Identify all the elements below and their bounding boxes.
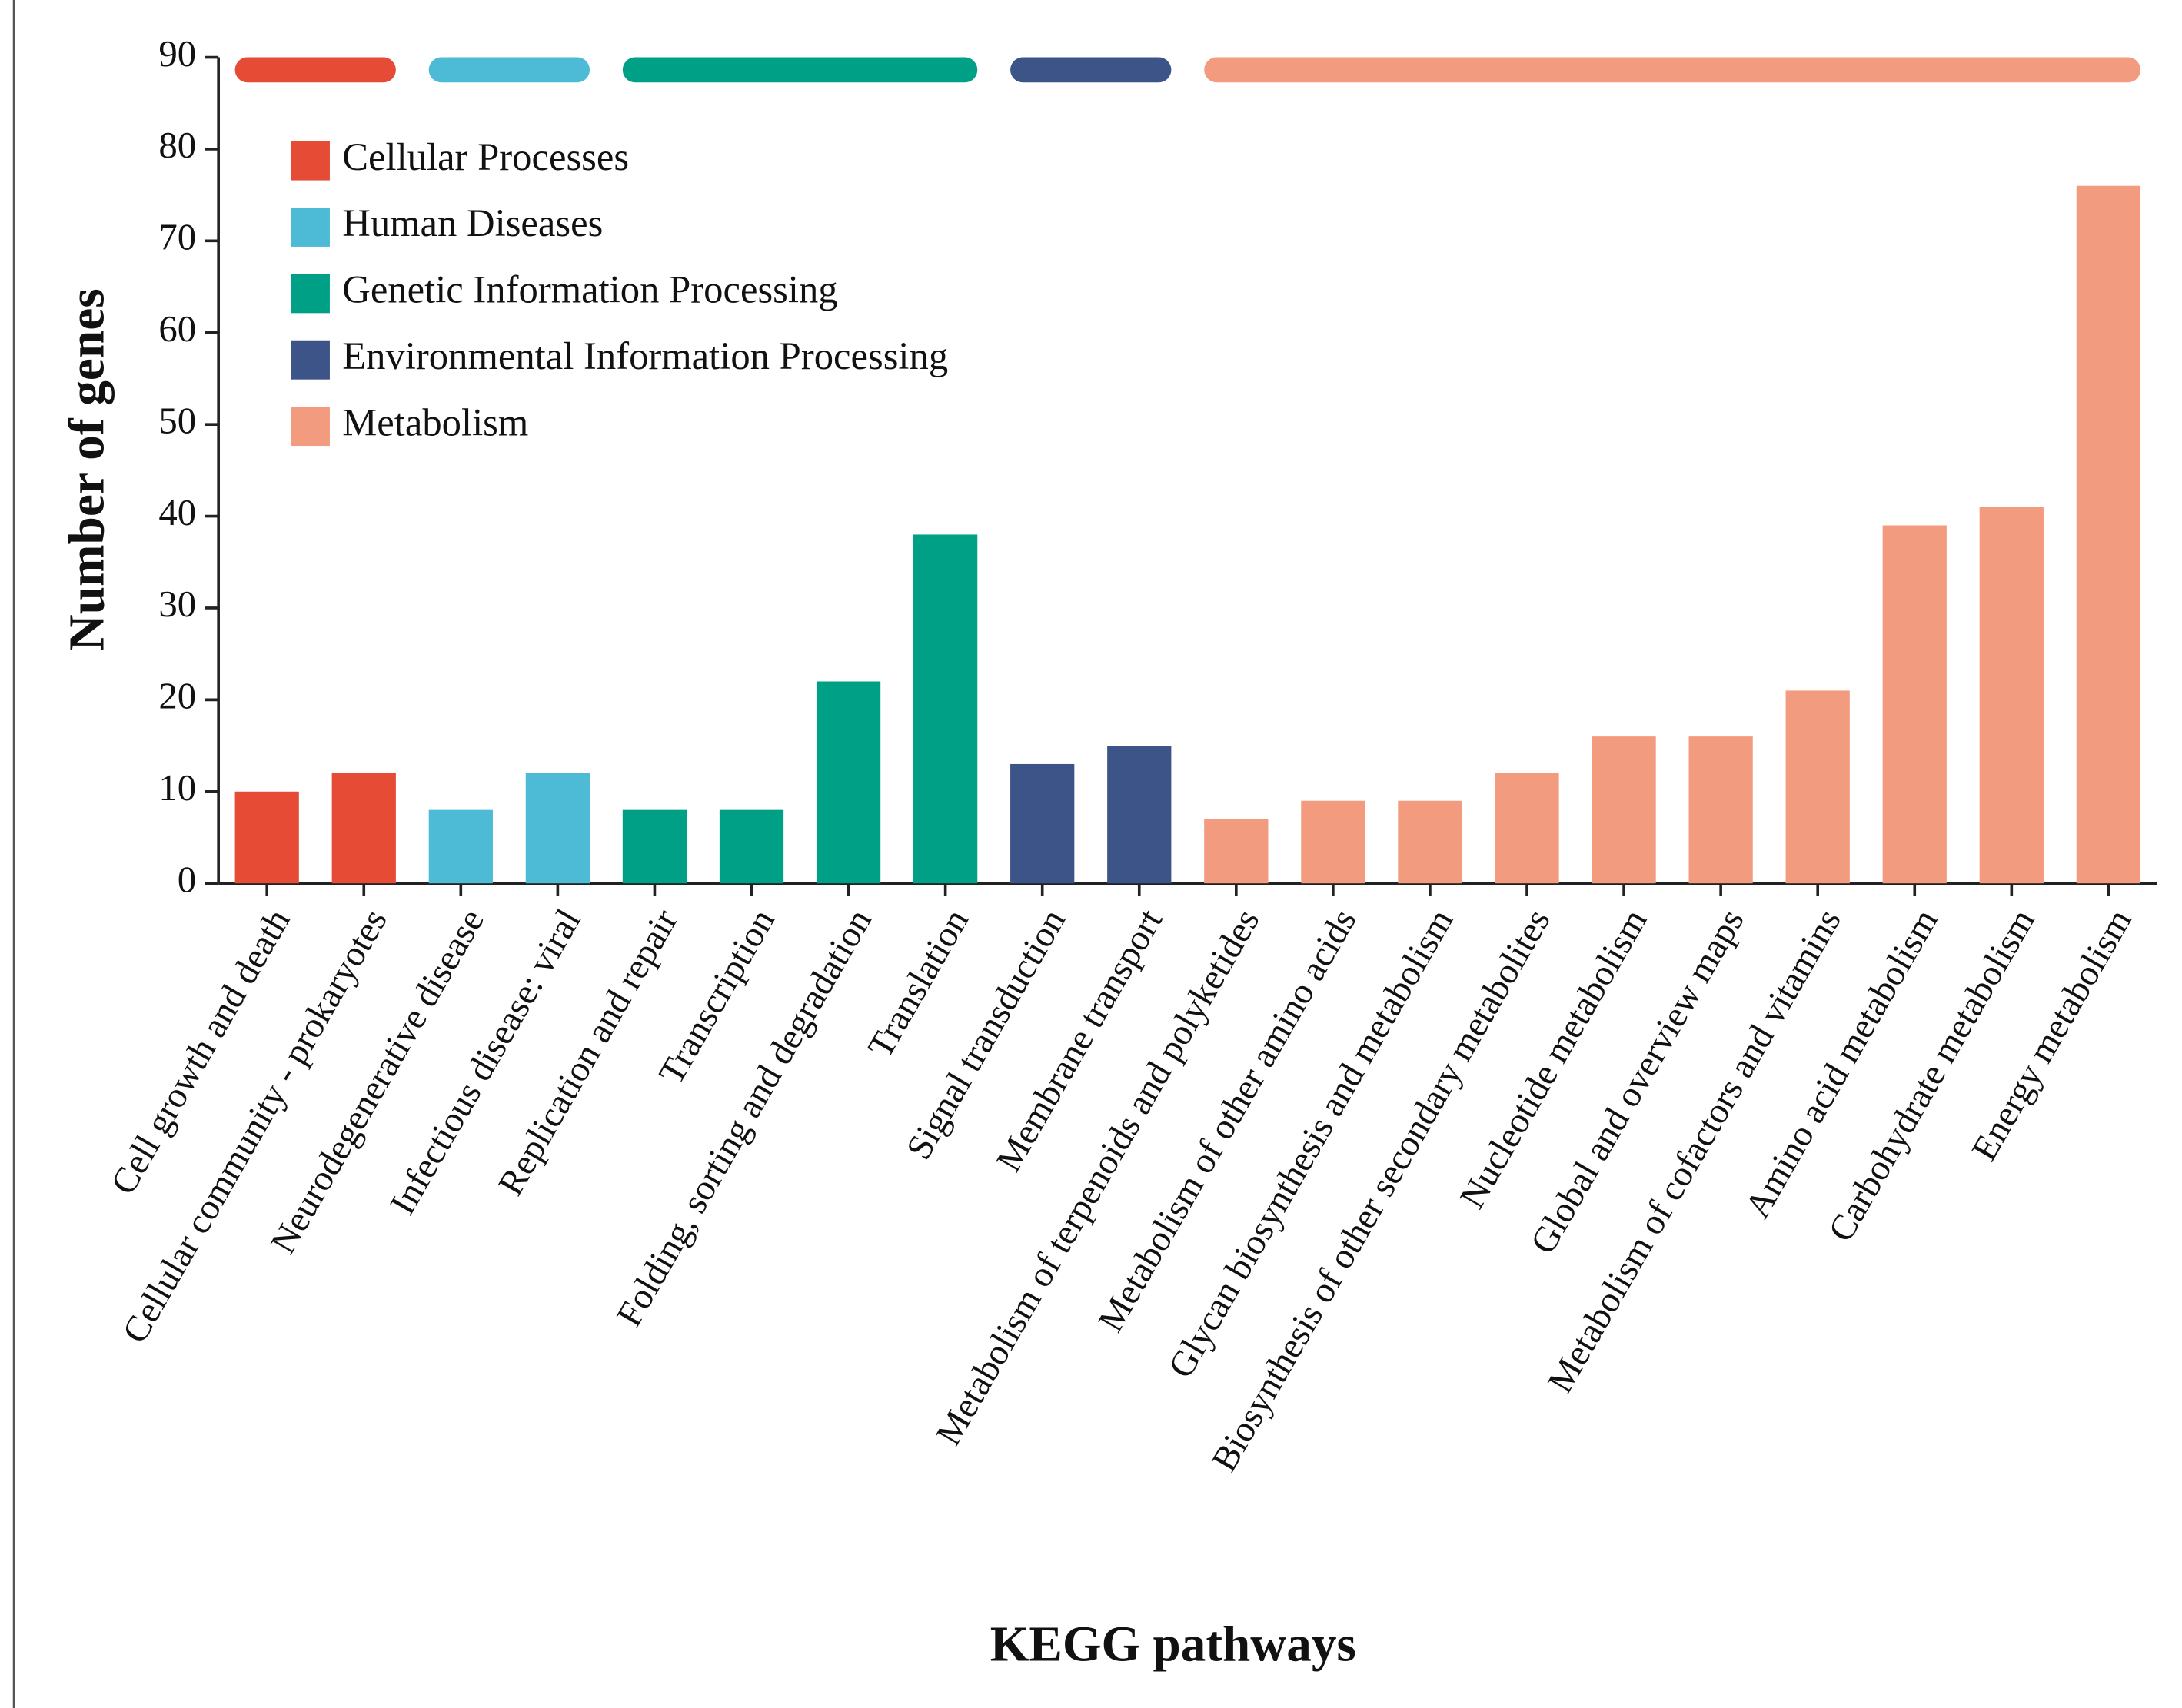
group-band — [622, 57, 978, 83]
y-tick-label: 60 — [158, 307, 196, 350]
legend-swatch — [291, 274, 330, 314]
bar — [1107, 746, 1172, 884]
y-tick-label: 50 — [158, 399, 196, 441]
y-tick-label: 10 — [158, 766, 196, 809]
bar — [913, 534, 978, 884]
y-tick-label: 80 — [158, 124, 196, 166]
y-tick-label: 40 — [158, 491, 196, 533]
bar — [1398, 800, 1462, 884]
bar — [1301, 800, 1365, 884]
group-band — [428, 57, 590, 83]
bar — [525, 773, 590, 884]
bar — [1592, 736, 1656, 884]
bar — [719, 809, 784, 884]
bar — [1979, 507, 2044, 884]
bar — [622, 809, 687, 884]
y-tick-label: 70 — [158, 216, 196, 258]
legend-swatch — [291, 340, 330, 380]
x-tick-label: Cell growth and death — [103, 902, 298, 1201]
bar — [1785, 690, 1850, 884]
legend-swatch — [291, 208, 330, 247]
legend-label: Cellular Processes — [342, 135, 629, 178]
y-tick-label: 20 — [158, 675, 196, 717]
bar — [1882, 525, 1947, 884]
bar — [1010, 763, 1075, 884]
legend-swatch — [291, 407, 330, 447]
legend-label: Metabolism — [342, 400, 528, 444]
group-band — [1204, 57, 2141, 83]
y-tick-label: 0 — [178, 858, 196, 900]
group-band — [234, 57, 396, 83]
legend-label: Environmental Information Processing — [342, 334, 948, 377]
y-tick-label: 90 — [158, 32, 196, 75]
x-axis-title: KEGG pathways — [990, 1617, 1356, 1673]
legend-label: Genetic Information Processing — [342, 267, 837, 311]
legend-label: Human Diseases — [342, 201, 603, 244]
group-band — [1010, 57, 1172, 83]
bar — [2076, 185, 2141, 884]
bar — [1688, 736, 1753, 884]
bar — [1204, 819, 1269, 884]
x-tick-label: Nucleotide metabolism — [1452, 902, 1655, 1215]
y-tick-label: 30 — [158, 583, 196, 625]
bar — [816, 681, 881, 884]
bar — [1495, 773, 1559, 884]
bar — [428, 809, 493, 884]
x-tick-label: Replication and repair — [491, 902, 686, 1202]
legend-swatch — [291, 141, 330, 181]
bar — [234, 791, 299, 884]
y-axis-title: Number of genes — [60, 288, 115, 650]
bar — [331, 773, 396, 884]
x-tick-label: Infectious disease: viral — [383, 902, 589, 1221]
